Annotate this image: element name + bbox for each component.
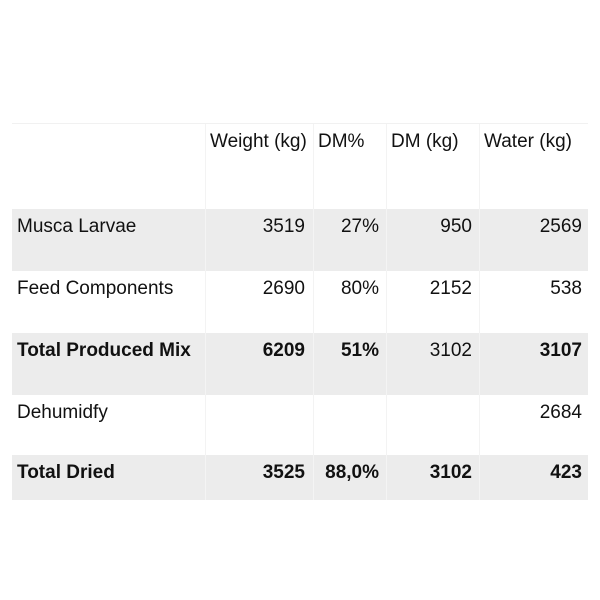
weight-cell: 3525 [205, 455, 313, 500]
dm-kg-cell [386, 395, 479, 455]
water-cell: 3107 [479, 333, 588, 395]
table-row-total-produced-mix: Total Produced Mix 6209 51% 3102 3107 [12, 333, 588, 395]
water-cell: 2684 [479, 395, 588, 455]
header-row: Weight (kg) DM% DM (kg) Water (kg) [12, 124, 588, 209]
table-row-total-dried: Total Dried 3525 88,0% 3102 423 [12, 455, 588, 500]
row-label: Total Produced Mix [17, 340, 191, 361]
weight-cell: 6209 [205, 333, 313, 395]
dm-kg-cell: 2152 [386, 271, 479, 333]
header-cell-dm-pct: DM% [313, 124, 386, 209]
header-cell-water: Water (kg) [479, 124, 588, 209]
water-cell: 2569 [479, 209, 588, 271]
dm-pct-cell: 51% [313, 333, 386, 395]
dm-pct-cell [313, 395, 386, 455]
row-label: Total Dried [17, 462, 115, 483]
water-cell: 538 [479, 271, 588, 333]
header-cell-weight: Weight (kg) [205, 124, 313, 209]
table-row-feed-components: Feed Components 2690 80% 2152 538 [12, 271, 588, 333]
dm-pct-cell: 88,0% [313, 455, 386, 500]
table-row-dehumidfy: Dehumidfy 2684 [12, 395, 588, 455]
data-table: Weight (kg) DM% DM (kg) Water (kg) Musca… [12, 123, 588, 500]
dm-kg-cell: 3102 [386, 333, 479, 395]
dm-pct-cell: 27% [313, 209, 386, 271]
weight-cell: 2690 [205, 271, 313, 333]
water-cell: 423 [479, 455, 588, 500]
row-label: Dehumidfy [17, 402, 108, 423]
row-label: Feed Components [17, 278, 174, 299]
dm-kg-cell: 950 [386, 209, 479, 271]
row-label: Musca Larvae [17, 216, 137, 237]
dm-kg-cell: 3102 [386, 455, 479, 500]
header-cell-dm-kg: DM (kg) [386, 124, 479, 209]
header-cell-label [12, 124, 205, 209]
table-row-musca-larvae: Musca Larvae 3519 27% 950 2569 [12, 209, 588, 271]
dm-pct-cell: 80% [313, 271, 386, 333]
weight-cell [205, 395, 313, 455]
weight-cell: 3519 [205, 209, 313, 271]
